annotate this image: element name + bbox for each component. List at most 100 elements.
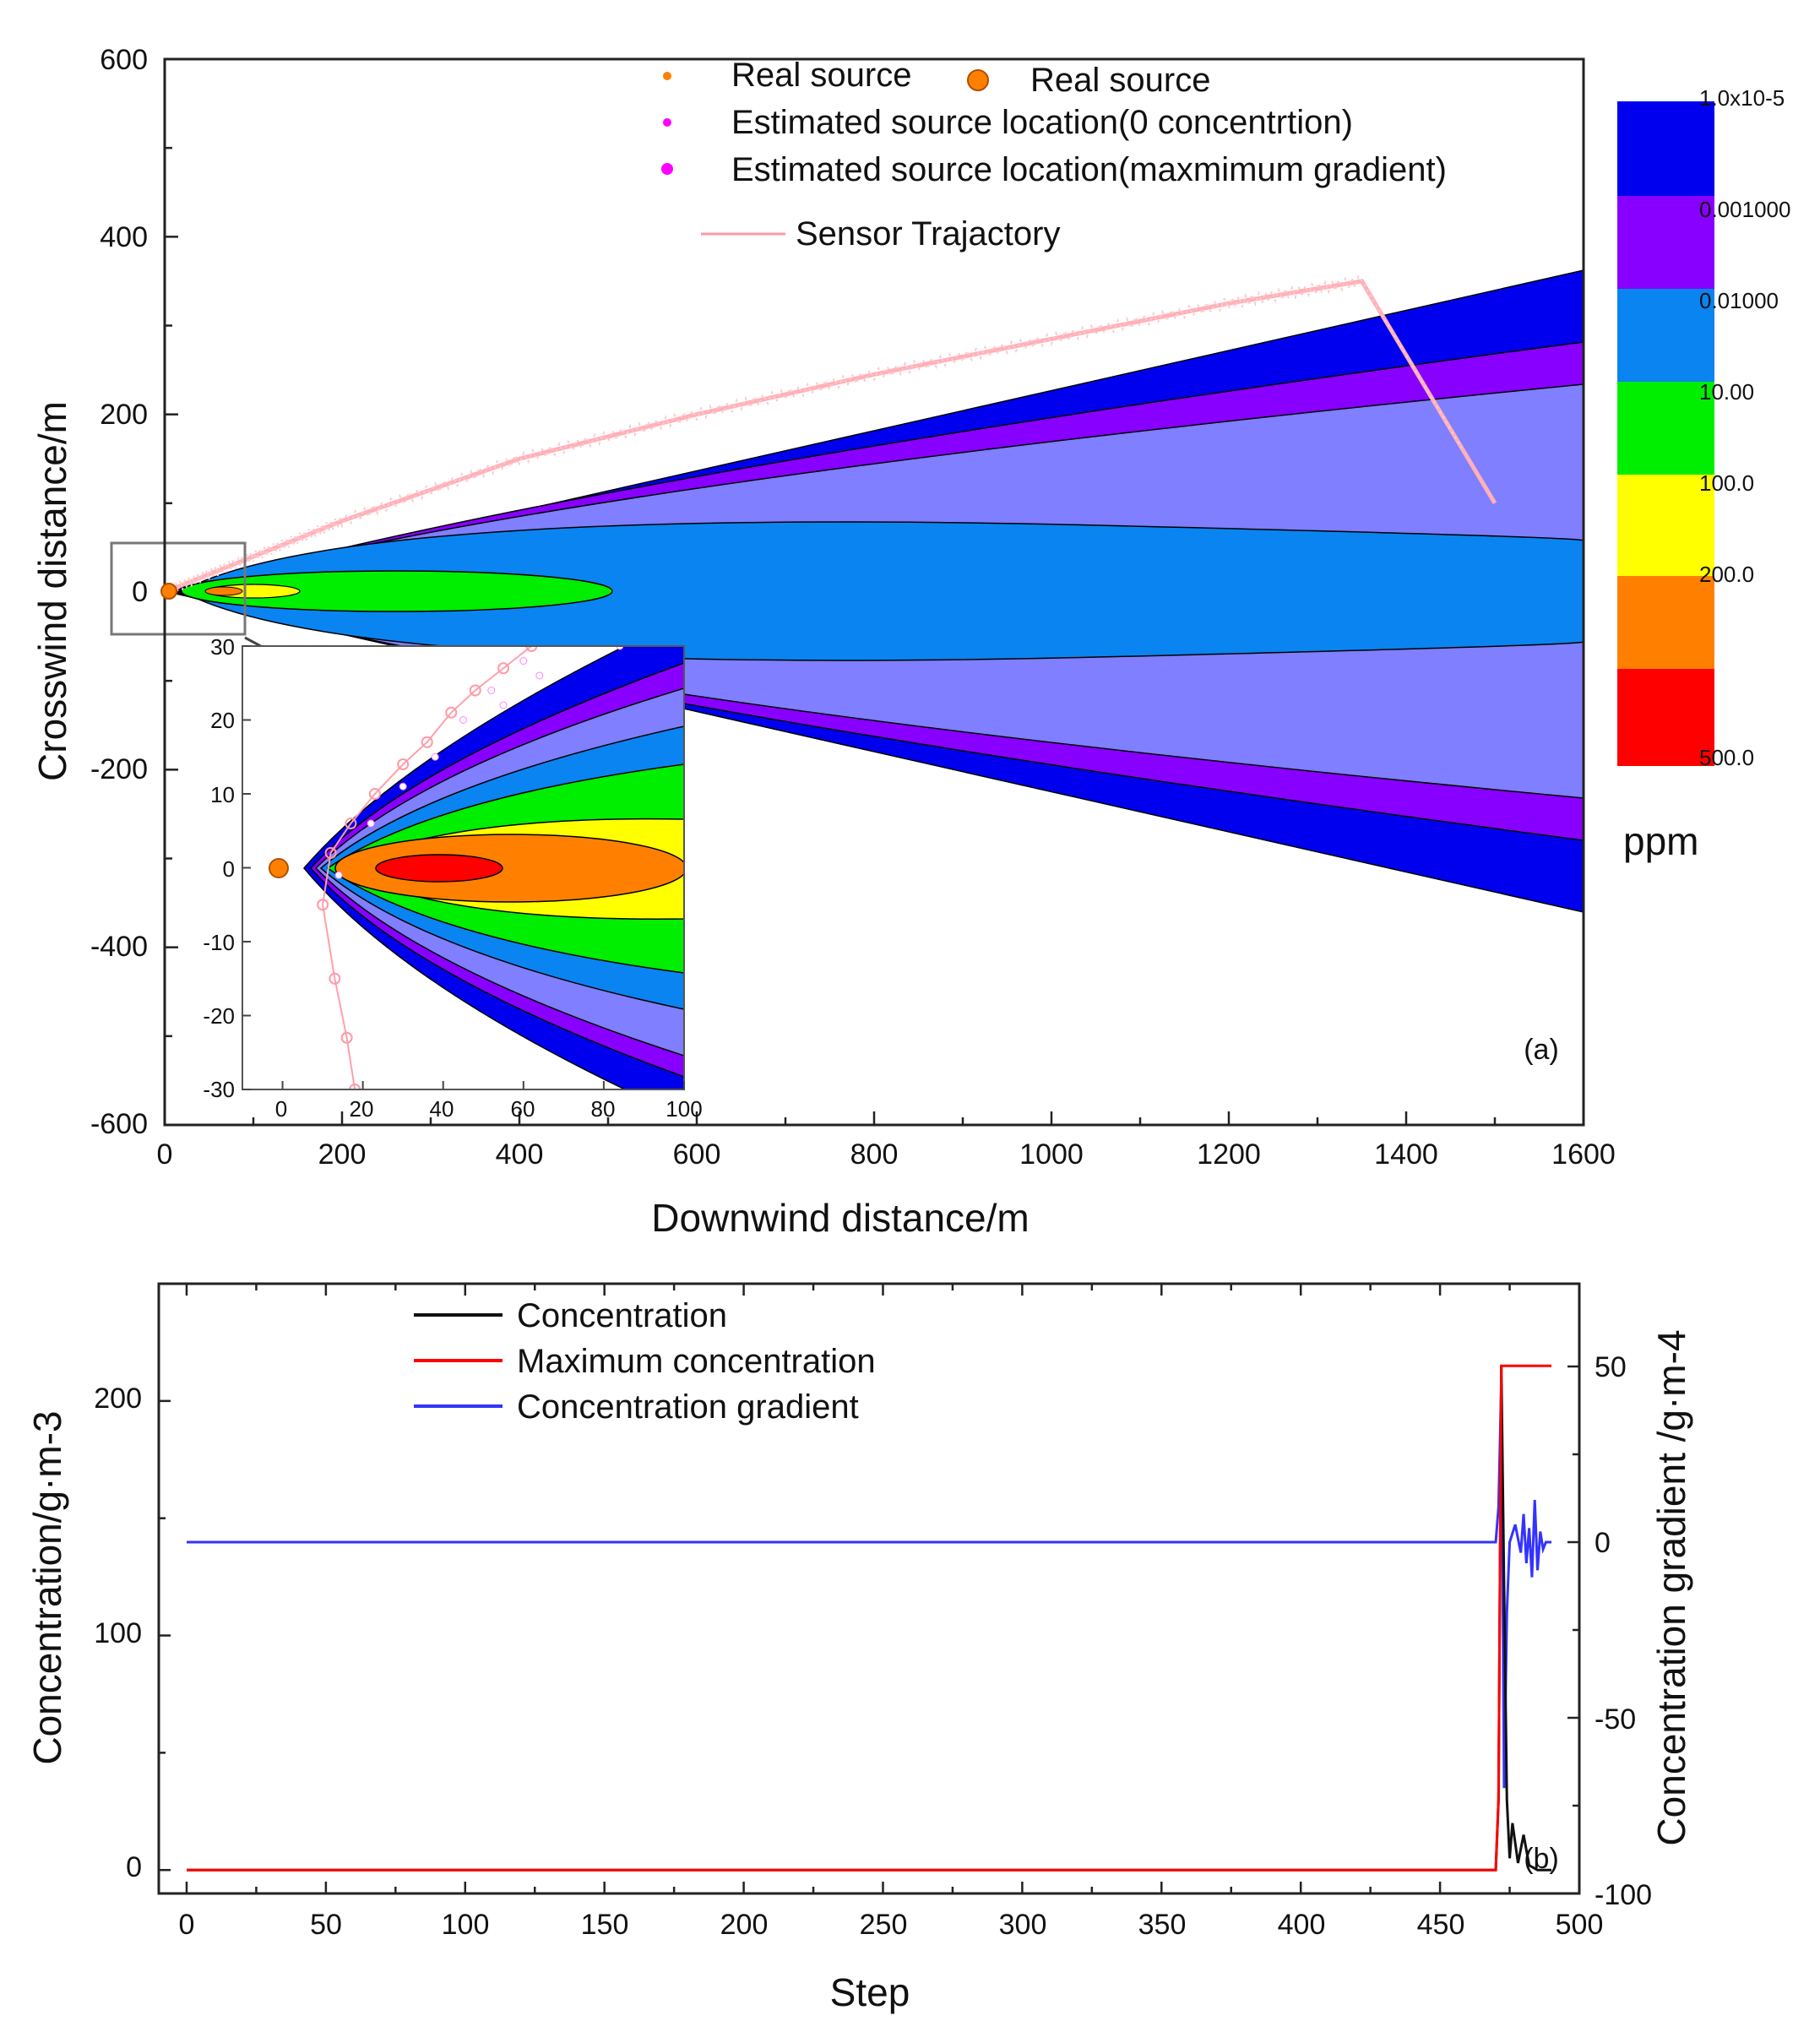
y-tick-labels-a: 600 400 200 0 -200 -400 -600 (90, 44, 148, 1140)
x-axis-title-b: Step (830, 1970, 910, 2014)
inset-estimated-point (459, 716, 467, 724)
legend-b-concentration-label: Concentration (517, 1297, 727, 1334)
legend-real-source-small-label: Real source (731, 57, 911, 94)
inset-y-tick-0: 0 (223, 856, 235, 882)
legend-a: Real source Real source Estimated source… (661, 57, 1447, 253)
inset-y-tick-neg30: -30 (203, 1077, 235, 1102)
inset-estimated-point (499, 701, 508, 709)
axes-b-frame (157, 1282, 1581, 1895)
inset-x-tick-60: 60 (511, 1096, 535, 1122)
panel-b-label: (b) (1524, 1843, 1559, 1875)
inset-ticks (242, 645, 685, 1090)
y-tick-b-right-50: 50 (1595, 1351, 1627, 1383)
colorbar-band-6 (1617, 576, 1714, 669)
x-tick-a-200: 200 (318, 1138, 367, 1171)
x-tick-b-400: 400 (1278, 1909, 1326, 1941)
colorbar-label-5: 100.0 (1699, 470, 1754, 496)
x-tick-b-450: 450 (1417, 1909, 1465, 1941)
y-tick-a-400: 400 (100, 221, 148, 253)
inset-estimated-point (399, 782, 407, 790)
x-tick-labels-a: 0 200 400 600 800 1000 1200 1400 1600 (157, 1138, 1616, 1171)
x-tick-a-0: 0 (157, 1138, 173, 1171)
x-tick-b-150: 150 (581, 1909, 629, 1941)
inset-estimated-point (334, 871, 343, 879)
zoom-region-box (110, 541, 247, 636)
y-tick-a-neg200: -200 (90, 753, 148, 785)
inset-core-red (375, 854, 503, 883)
x-tick-a-1400: 1400 (1374, 1138, 1438, 1171)
inset-x-tick-40: 40 (430, 1096, 454, 1122)
inset-trajectory-markers (317, 646, 538, 1089)
x-tick-b-200: 200 (720, 1909, 769, 1941)
colorbar-label-7: 500.0 (1699, 745, 1754, 770)
series-concentration (186, 1366, 1552, 1872)
inset-zoom: 0 20 40 60 80 100 30 20 10 0 -10 -20 -30 (203, 634, 702, 1122)
legend-b-gradient-label: Concentration gradient (517, 1388, 859, 1426)
legend-real-source-large-marker (967, 69, 989, 91)
inset-estimated-point (431, 752, 439, 761)
colorbar-label-1: 1.0x10-5 (1699, 85, 1785, 111)
plot-b-lines (186, 1364, 1552, 1872)
inset-y-tick-neg20: -20 (203, 1003, 235, 1029)
colorbar-label-2: 0.001000 (1699, 197, 1790, 222)
inset-core-orange (334, 834, 684, 903)
colorbar-unit: ppm (1623, 819, 1698, 863)
inset-trajectory-point (345, 818, 357, 829)
inset-y-tick-20: 20 (210, 708, 235, 733)
x-tick-b-500: 500 (1556, 1909, 1604, 1941)
y-tick-labels-b-right: 50 0 -50 -100 (1595, 1351, 1652, 1911)
legend-trajectory-label: Sensor Trajactory (796, 215, 1060, 253)
inset-x-tick-80: 80 (591, 1096, 616, 1122)
y-axis-title-a: Crosswind distance/m (30, 401, 74, 781)
legend-real-source-small-marker (663, 72, 671, 80)
inset-trajectory-point (497, 662, 510, 675)
y-axis-title-b-left: Concentration/g·m-3 (25, 1410, 69, 1764)
colorbar-band-5 (1617, 475, 1714, 576)
inset-trajectory-point (421, 736, 433, 748)
y-tick-a-neg400: -400 (90, 931, 148, 963)
colorbar: 1.0x10-5 0.001000 0.01000 10.00 100.0 20… (1617, 85, 1790, 863)
y-tick-a-600: 600 (100, 44, 148, 76)
legend-estimated-zero-label: Estimated source location(0 concentrtion… (731, 104, 1353, 141)
inset-trajectory-point (349, 1084, 361, 1089)
real-source-marker-main (160, 583, 177, 600)
x-tick-b-100: 100 (442, 1909, 490, 1941)
inset-x-tick-20: 20 (350, 1096, 374, 1122)
y-tick-a-0: 0 (132, 576, 148, 608)
colorbar-band-2 (1617, 196, 1714, 289)
inset-estimated-point (519, 657, 528, 665)
colorbar-label-3: 0.01000 (1699, 288, 1779, 313)
x-tick-b-250: 250 (860, 1909, 908, 1941)
x-tick-a-1200: 1200 (1197, 1138, 1261, 1171)
sensor-trajectory-jitter (165, 274, 1463, 598)
x-tick-a-800: 800 (850, 1138, 899, 1171)
y-tick-b-0: 0 (126, 1851, 142, 1883)
y-tick-b-right-neg50: -50 (1595, 1703, 1636, 1736)
y-tick-labels-b-left: 0 100 200 (94, 1383, 142, 1883)
inset-trajectory-point (469, 684, 481, 697)
y-tick-b-100: 100 (94, 1617, 142, 1649)
inset-contours (303, 646, 684, 1089)
x-tick-a-600: 600 (673, 1138, 721, 1171)
series-concentration-gradient (186, 1383, 1552, 1789)
inset-sensor-trajectory (322, 646, 532, 1089)
legend-estimated-gradient-marker (661, 163, 673, 175)
inset-trajectory-point (329, 972, 341, 985)
colorbar-band-4 (1617, 382, 1714, 475)
x-tick-b-0: 0 (179, 1909, 195, 1941)
inset-real-source-marker (269, 858, 289, 878)
inset-y-tick-neg10: -10 (203, 930, 235, 955)
colorbar-band-7 (1617, 669, 1714, 766)
inset-trajectory-point (445, 706, 458, 719)
y-tick-b-right-0: 0 (1595, 1527, 1611, 1559)
plume-core-green (181, 570, 613, 612)
inset-trajectory-point (324, 847, 337, 859)
legend-real-source-large-label: Real source (1030, 62, 1210, 99)
panel-a-label: (a) (1524, 1034, 1559, 1066)
x-tick-b-350: 350 (1138, 1909, 1187, 1941)
legend-estimated-gradient-label: Estimated source location(maxmimum gradi… (731, 151, 1447, 188)
inset-trajectory-point (317, 899, 329, 911)
colorbar-band-3 (1617, 289, 1714, 382)
panel-b-time-series: 0 50 100 150 200 250 300 350 400 450 500… (25, 1282, 1693, 2014)
